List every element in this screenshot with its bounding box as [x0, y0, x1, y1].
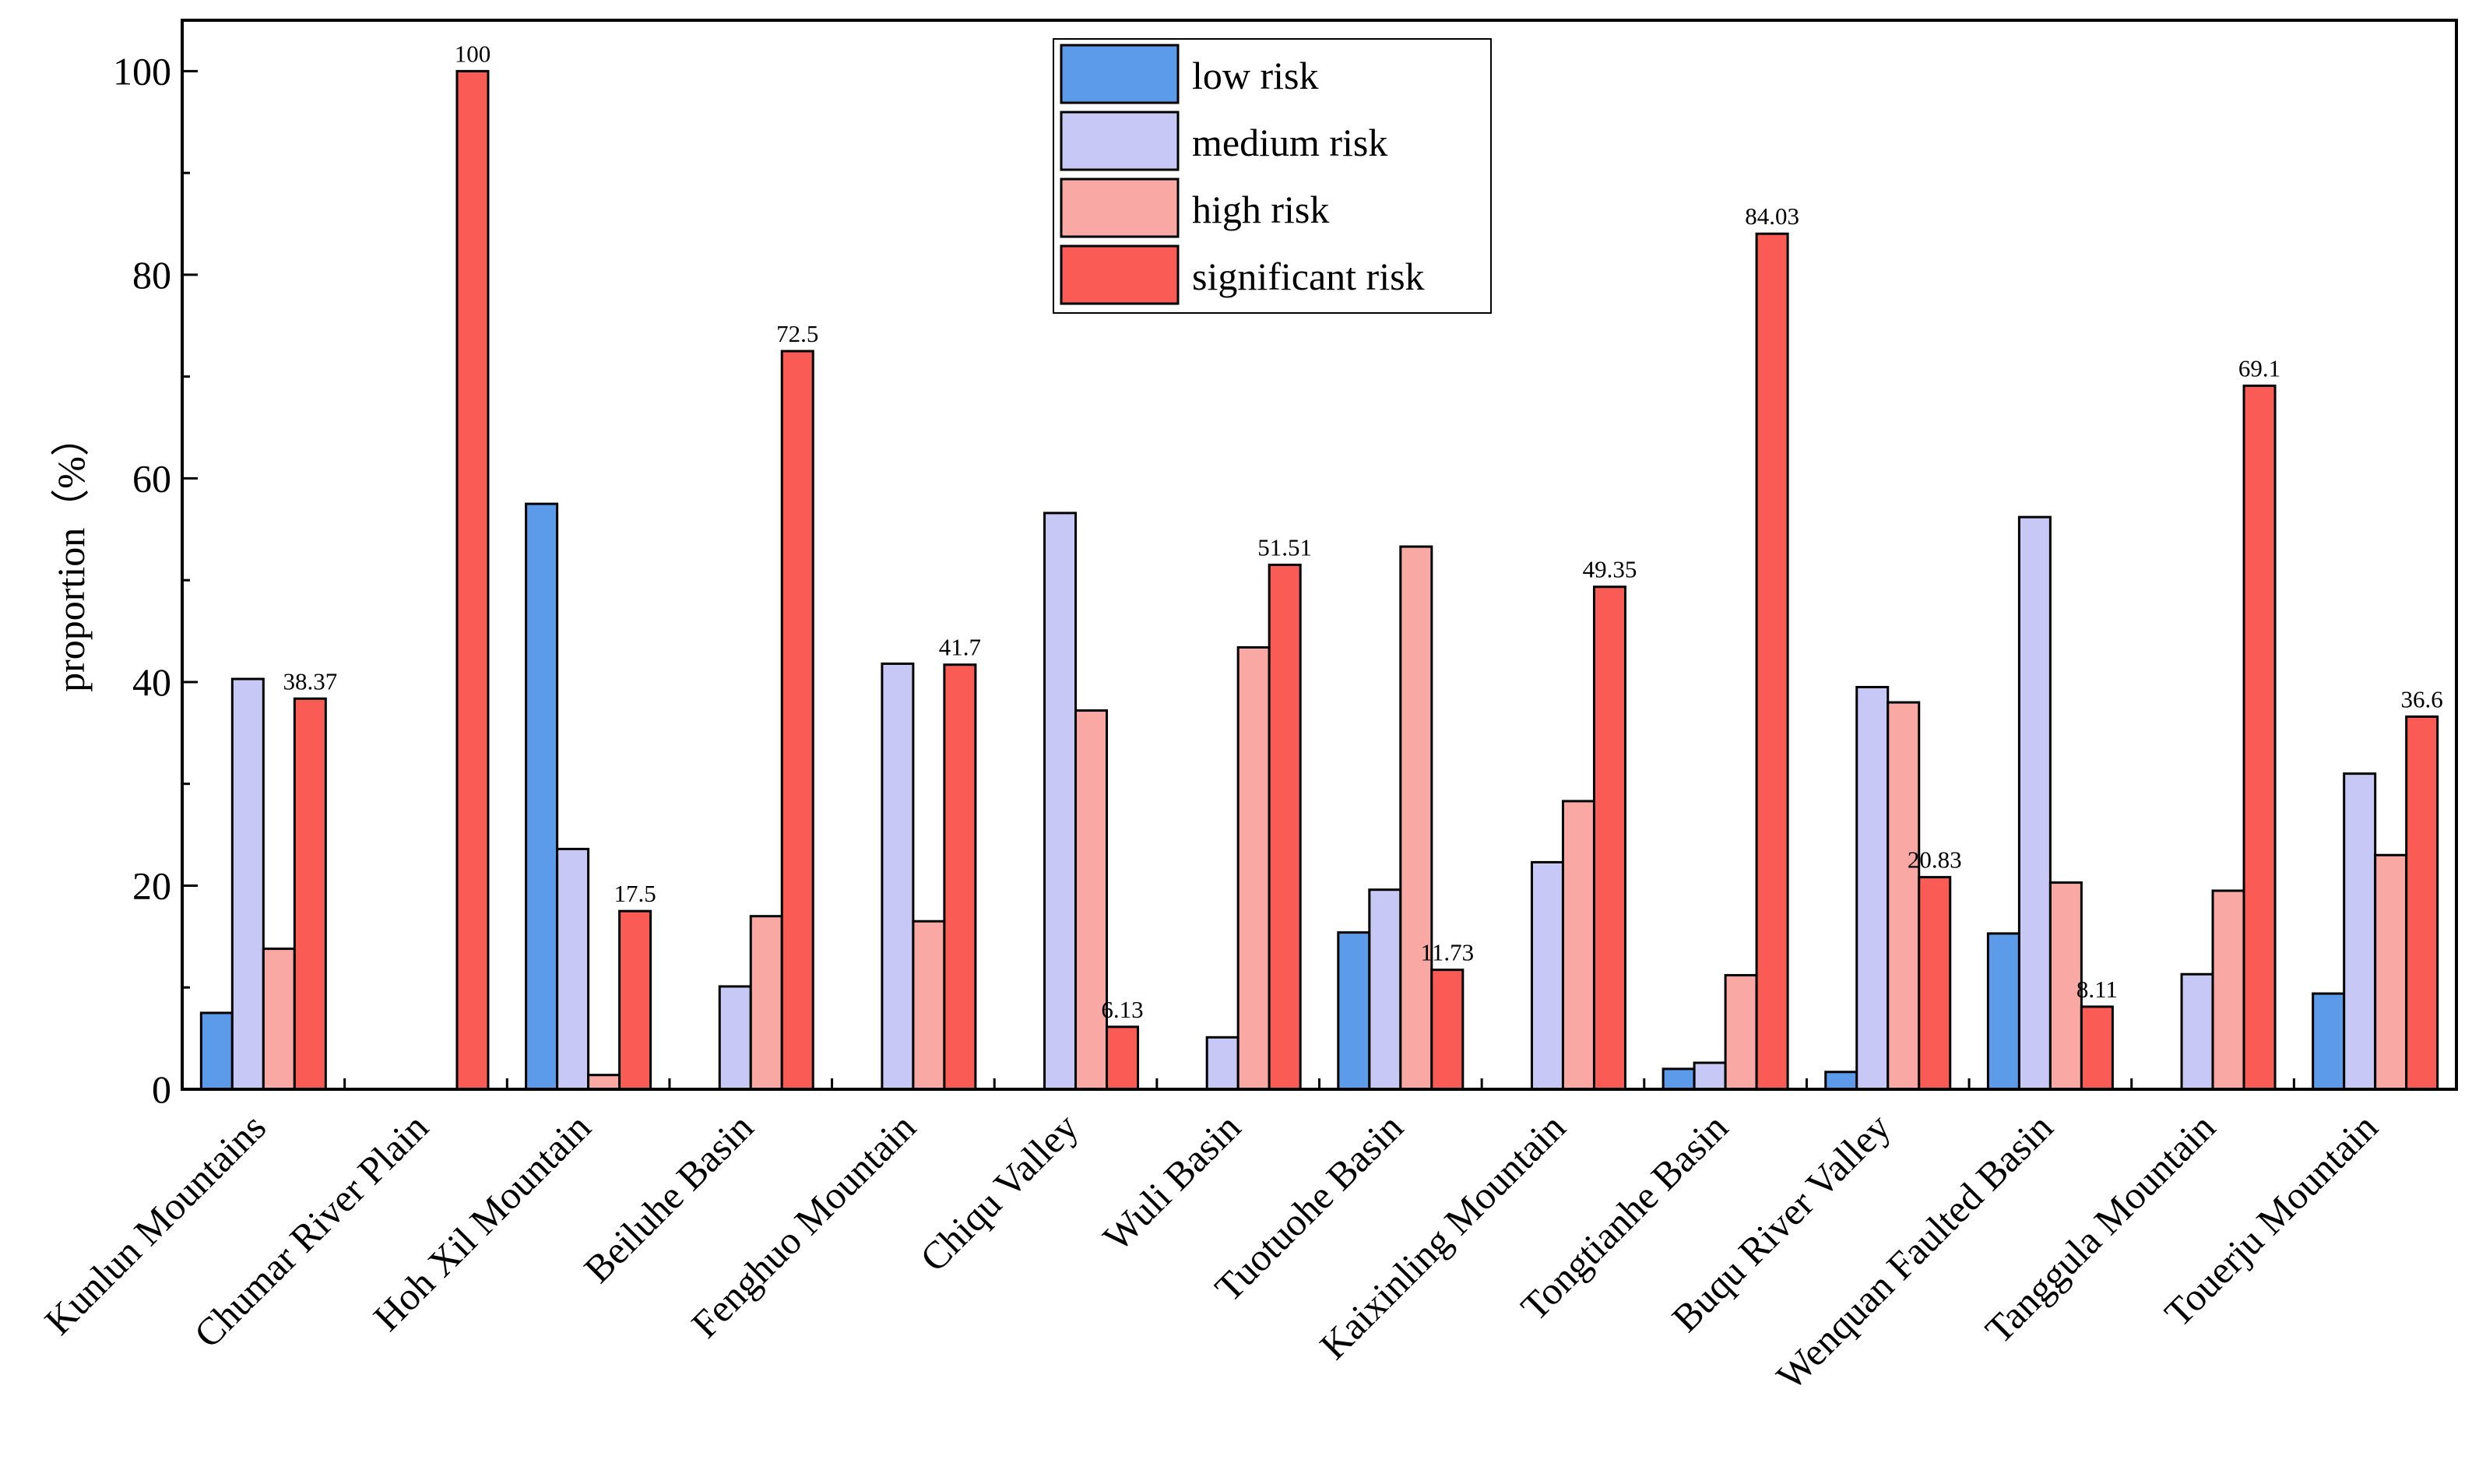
- bar-significant-risk-7: [1430, 969, 1465, 1091]
- data-labels-layer: 38.37 100 17.5 72.5 41.7 6.13 51.51 11.73 49.35 8…: [283, 40, 2442, 1022]
- bar-significant-risk-9: [1755, 232, 1789, 1091]
- bar-medium-risk-7: [1368, 888, 1402, 1091]
- bar-significant-risk-5: [1106, 1025, 1140, 1091]
- bar-high-risk-2: [587, 1074, 621, 1091]
- legend-label-low-risk: low risk: [1192, 54, 1319, 97]
- y-tick-label-0: 0: [152, 1067, 171, 1111]
- bar-low-risk-2: [525, 502, 559, 1091]
- bar-significant-risk-13: [2405, 715, 2439, 1091]
- bar-high-risk-13: [2374, 853, 2408, 1091]
- bar-medium-risk-12: [2180, 972, 2214, 1091]
- bar-significant-risk-8: [1592, 586, 1626, 1091]
- data-label-9: 84.03: [1745, 202, 1799, 230]
- bar-significant-risk-10: [1918, 876, 1952, 1091]
- legend-label-high-risk: high risk: [1192, 188, 1329, 231]
- data-label-1: 100: [455, 40, 491, 67]
- y-tick-label-80: 80: [132, 253, 171, 297]
- bar-medium-risk-2: [556, 847, 590, 1091]
- legend-label-medium-risk: medium risk: [1192, 121, 1387, 164]
- bar-significant-risk-2: [618, 909, 652, 1091]
- bar-low-risk-0: [199, 1011, 234, 1091]
- bar-low-risk-7: [1337, 931, 1371, 1091]
- bar-high-risk-5: [1074, 709, 1109, 1091]
- data-label-10: 20.83: [1908, 846, 1962, 874]
- bar-high-risk-9: [1724, 974, 1758, 1091]
- bar-high-risk-4: [912, 920, 946, 1091]
- data-label-8: 49.35: [1583, 556, 1637, 583]
- legend-swatch-significant-risk: [1060, 244, 1180, 305]
- data-label-5: 6.13: [1101, 996, 1143, 1023]
- bar-low-risk-11: [1986, 932, 2020, 1091]
- data-label-12: 69.1: [2238, 354, 2280, 382]
- y-tick-label-100: 100: [113, 49, 171, 93]
- bar-medium-risk-9: [1693, 1061, 1727, 1091]
- bar-medium-risk-4: [881, 662, 915, 1091]
- legend: low risk medium risk high risk significant …: [1053, 38, 1492, 314]
- bar-medium-risk-10: [1855, 685, 1890, 1091]
- data-label-0: 38.37: [283, 667, 337, 695]
- data-label-4: 41.7: [939, 634, 981, 661]
- bar-significant-risk-12: [2242, 384, 2277, 1091]
- legend-swatch-high-risk: [1060, 178, 1180, 238]
- category-label-5: Chiqu Valley: [912, 1105, 1087, 1280]
- bar-medium-risk-5: [1043, 512, 1078, 1091]
- bar-significant-risk-0: [293, 697, 327, 1091]
- bar-high-risk-12: [2211, 889, 2245, 1091]
- bars-layer: [199, 69, 2439, 1091]
- data-label-6: 51.51: [1257, 533, 1312, 561]
- bar-significant-risk-6: [1268, 563, 1302, 1091]
- bar-high-risk-7: [1399, 545, 1433, 1091]
- bar-significant-risk-3: [780, 350, 814, 1091]
- bar-medium-risk-11: [2017, 515, 2052, 1091]
- bar-low-risk-10: [1824, 1071, 1858, 1091]
- bar-medium-risk-6: [1205, 1036, 1240, 1091]
- bar-medium-risk-0: [230, 677, 265, 1091]
- bar-medium-risk-8: [1530, 860, 1564, 1091]
- category-label-6: Wuli Basin: [1095, 1105, 1249, 1259]
- bar-high-risk-11: [2048, 881, 2083, 1091]
- category-label-11: Wenquan Faulted Basin: [1768, 1105, 2062, 1398]
- y-tick-label-40: 40: [132, 660, 171, 704]
- bar-significant-risk-1: [455, 69, 490, 1091]
- data-label-2: 17.5: [614, 880, 656, 907]
- bar-significant-risk-11: [2080, 1005, 2114, 1091]
- bar-medium-risk-3: [718, 985, 752, 1091]
- bar-low-risk-9: [1661, 1067, 1696, 1091]
- bar-high-risk-3: [749, 915, 783, 1091]
- category-label-3: Beiluhe Basin: [575, 1105, 761, 1291]
- bar-medium-risk-13: [2343, 772, 2377, 1091]
- bar-high-risk-10: [1887, 701, 1921, 1091]
- y-axis-title: proportion（%）: [49, 417, 93, 692]
- y-tick-label-60: 60: [132, 456, 171, 500]
- data-label-13: 36.6: [2401, 685, 2443, 712]
- legend-label-significant-risk: significant risk: [1192, 255, 1425, 298]
- bar-low-risk-13: [2312, 992, 2346, 1091]
- bar-high-risk-0: [262, 948, 296, 1091]
- y-axis: 0 20 40 60 80 100: [113, 49, 198, 1111]
- data-label-3: 72.5: [776, 320, 818, 347]
- bar-high-risk-6: [1236, 645, 1271, 1091]
- bar-significant-risk-4: [943, 663, 977, 1091]
- data-label-7: 11.73: [1421, 939, 1475, 966]
- legend-swatch-medium-risk: [1060, 111, 1180, 171]
- bar-high-risk-8: [1561, 800, 1595, 1091]
- data-label-11: 8.11: [2076, 976, 2118, 1003]
- y-tick-label-20: 20: [132, 863, 171, 907]
- legend-swatch-low-risk: [1060, 44, 1180, 104]
